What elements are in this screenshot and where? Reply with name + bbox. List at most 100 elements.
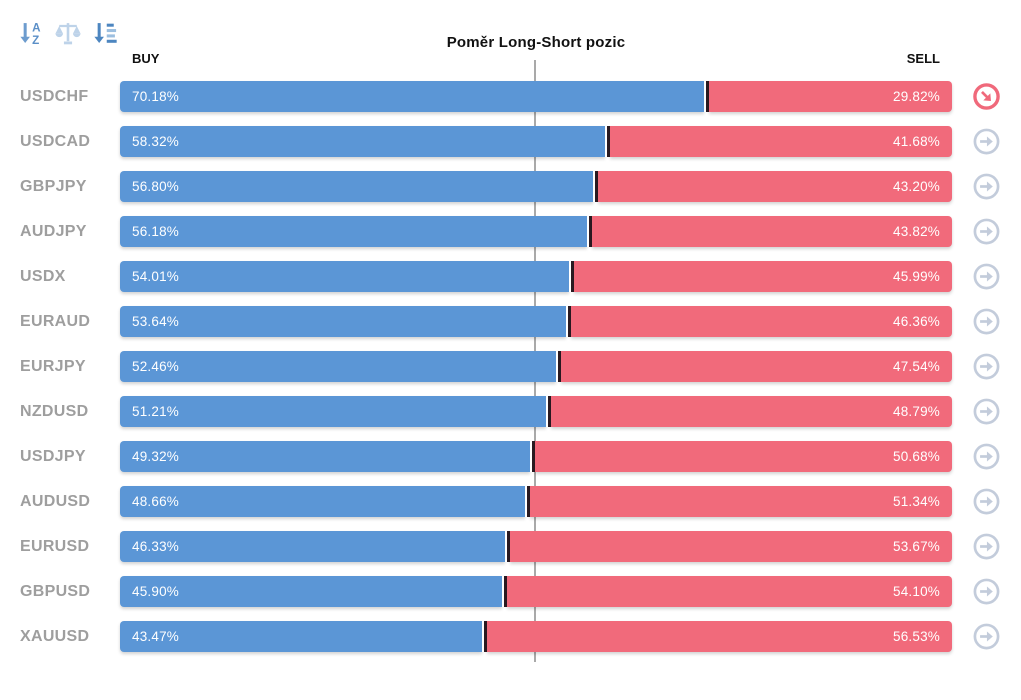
row-action-button[interactable] (952, 353, 1021, 380)
ratio-bar[interactable]: 58.32% 41.68% (120, 126, 952, 157)
row-action-button[interactable] (952, 623, 1021, 650)
arrow-right-circle-icon (973, 488, 1000, 515)
sell-percent-label: 51.34% (893, 494, 940, 509)
svg-text:A: A (32, 21, 41, 34)
pair-row: EURUSD 46.33% 53.67% (0, 524, 1021, 569)
pair-row: XAUUSD 43.47% 56.53% (0, 614, 1021, 659)
bar-divider (532, 441, 536, 472)
svg-text:Z: Z (32, 34, 39, 47)
bar-divider (548, 396, 552, 427)
ratio-bar[interactable]: 49.32% 50.68% (120, 441, 952, 472)
ratio-bar[interactable]: 70.18% 29.82% (120, 81, 952, 112)
bar-gap (524, 486, 527, 517)
ratio-bar[interactable]: 53.64% 46.36% (120, 306, 952, 337)
pair-label: AUDJPY (20, 222, 87, 240)
buy-percent-label: 70.18% (132, 89, 179, 104)
buy-bar-segment: 45.90% (120, 576, 502, 607)
arrow-right-circle-icon (973, 353, 1000, 380)
row-action-button[interactable] (952, 488, 1021, 515)
pair-label: XAUUSD (20, 627, 90, 645)
bar-gap (703, 81, 706, 112)
row-action-button[interactable] (952, 128, 1021, 155)
bar-gap (569, 261, 572, 292)
sell-bar-segment: 47.54% (561, 351, 952, 382)
bar-gap (605, 126, 608, 157)
buy-percent-label: 45.90% (132, 584, 179, 599)
chart-title: Poměr Long-Short pozic (446, 34, 626, 51)
bar-divider (607, 126, 611, 157)
pair-label: NZDUSD (20, 402, 89, 420)
sell-percent-label: 50.68% (893, 449, 940, 464)
sell-percent-label: 43.82% (893, 224, 940, 239)
pair-label: USDCHF (20, 87, 89, 105)
buy-bar-segment: 43.47% (120, 621, 482, 652)
ratio-bar[interactable]: 52.46% 47.54% (120, 351, 952, 382)
buy-percent-label: 56.80% (132, 179, 179, 194)
bar-gap (546, 396, 549, 427)
buy-bar-segment: 51.21% (120, 396, 547, 427)
ratio-bar[interactable]: 51.21% 48.79% (120, 396, 952, 427)
ratio-bar[interactable]: 56.18% 43.82% (120, 216, 952, 247)
ratio-bar[interactable]: 56.80% 43.20% (120, 171, 952, 202)
sell-bar-segment: 41.68% (610, 126, 952, 157)
ratio-bar[interactable]: 54.01% 45.99% (120, 261, 952, 292)
row-action-button[interactable] (952, 83, 1021, 110)
sell-percent-label: 45.99% (893, 269, 940, 284)
sell-percent-label: 56.53% (893, 629, 940, 644)
bar-divider (503, 576, 507, 607)
ratio-bar[interactable]: 45.90% 54.10% (120, 576, 952, 607)
pair-rows: USDCHF 70.18% 29.82% USDCAD 58.32% 41.68… (0, 74, 1021, 659)
sell-bar-segment: 45.99% (574, 261, 952, 292)
bar-divider (568, 306, 572, 337)
buy-percent-label: 56.18% (132, 224, 179, 239)
balance-scale-icon[interactable] (53, 18, 83, 48)
sort-alpha-down-icon[interactable]: A Z (16, 18, 46, 48)
buy-bar-segment: 48.66% (120, 486, 525, 517)
buy-bar-segment: 53.64% (120, 306, 567, 337)
arrow-right-circle-icon (973, 308, 1000, 335)
sort-amount-down-icon[interactable] (90, 18, 120, 48)
bar-gap (501, 576, 504, 607)
ratio-bar[interactable]: 46.33% 53.67% (120, 531, 952, 562)
sell-bar-segment: 48.79% (551, 396, 952, 427)
row-action-button[interactable] (952, 263, 1021, 290)
bar-divider (571, 261, 575, 292)
sell-bar-segment: 51.34% (529, 486, 952, 517)
row-action-button[interactable] (952, 308, 1021, 335)
bar-gap (592, 171, 595, 202)
pair-row: USDCHF 70.18% 29.82% (0, 74, 1021, 119)
pair-row: USDCAD 58.32% 41.68% (0, 119, 1021, 164)
sell-bar-segment: 46.36% (571, 306, 952, 337)
sell-percent-label: 46.36% (893, 314, 940, 329)
pair-label: EURJPY (20, 357, 86, 375)
row-action-button[interactable] (952, 218, 1021, 245)
pair-row: NZDUSD 51.21% 48.79% (0, 389, 1021, 434)
row-action-button[interactable] (952, 173, 1021, 200)
sell-bar-segment: 43.20% (597, 171, 952, 202)
arrow-right-circle-icon (973, 263, 1000, 290)
buy-bar-segment: 58.32% (120, 126, 606, 157)
row-action-button[interactable] (952, 578, 1021, 605)
buy-percent-label: 49.32% (132, 449, 179, 464)
arrow-right-circle-icon (973, 128, 1000, 155)
row-action-button[interactable] (952, 533, 1021, 560)
buy-bar-segment: 54.01% (120, 261, 570, 292)
bar-divider (558, 351, 562, 382)
pair-row: USDX 54.01% 45.99% (0, 254, 1021, 299)
buy-bar-segment: 46.33% (120, 531, 506, 562)
ratio-bar[interactable]: 43.47% 56.53% (120, 621, 952, 652)
row-action-button[interactable] (952, 443, 1021, 470)
bar-divider (507, 531, 511, 562)
bar-divider (483, 621, 487, 652)
sell-percent-label: 47.54% (893, 359, 940, 374)
arrow-right-circle-icon (973, 398, 1000, 425)
ratio-bar[interactable]: 48.66% 51.34% (120, 486, 952, 517)
sell-bar-segment: 56.53% (486, 621, 952, 652)
pair-row: AUDUSD 48.66% 51.34% (0, 479, 1021, 524)
pair-label: EURAUD (20, 312, 91, 330)
row-action-button[interactable] (952, 398, 1021, 425)
bar-gap (556, 351, 559, 382)
pair-row: AUDJPY 56.18% 43.82% (0, 209, 1021, 254)
bar-gap (505, 531, 508, 562)
